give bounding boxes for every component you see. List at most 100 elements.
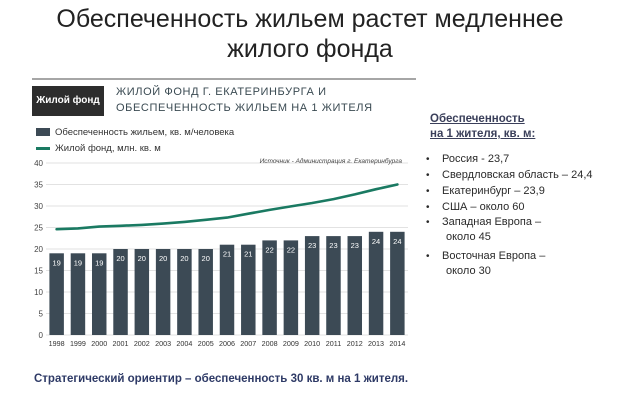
stats-item: Свердловская область – 24,4 bbox=[424, 168, 620, 183]
y-tick-label: 35 bbox=[34, 181, 43, 190]
x-tick-label: 1999 bbox=[70, 339, 86, 348]
bar-data-label: 19 bbox=[74, 258, 82, 267]
line-point bbox=[332, 198, 335, 201]
x-tick-label: 2001 bbox=[113, 339, 129, 348]
legend-swatch-bar bbox=[36, 128, 50, 136]
series-line bbox=[55, 183, 399, 231]
bar-data-label: 20 bbox=[116, 254, 124, 263]
line-point bbox=[289, 205, 292, 208]
x-tick-label: 2008 bbox=[262, 339, 278, 348]
x-tick-label: 2006 bbox=[219, 339, 235, 348]
bar bbox=[134, 249, 150, 335]
bar bbox=[70, 253, 86, 335]
line-point bbox=[119, 224, 122, 227]
bar-data-label: 20 bbox=[202, 254, 210, 263]
bar bbox=[347, 236, 363, 335]
line-point bbox=[140, 224, 143, 226]
slide-title-line1: Обеспеченность жильем растет медленнее bbox=[56, 5, 564, 33]
chart-title: Жилой фонд г. Екатеринбурга и обеспеченн… bbox=[116, 84, 373, 116]
y-tick-label: 20 bbox=[34, 245, 43, 254]
x-tick-label: 2002 bbox=[134, 339, 150, 348]
legend-item-bar: Обеспеченность жильем, кв. м/человека bbox=[36, 124, 234, 140]
bar-data-label: 23 bbox=[329, 241, 337, 250]
stats-group-europe: Западная Европа – около 45 Восточная Евр… bbox=[424, 215, 620, 279]
stats-title-line1: Обеспеченность bbox=[430, 113, 525, 125]
bottom-note: Стратегический ориентир – обеспеченность… bbox=[34, 373, 409, 385]
chart-source: Источник - Администрация г. Екатеринбург… bbox=[259, 158, 402, 165]
x-tick-label: 2009 bbox=[283, 339, 299, 348]
bar-data-label: 21 bbox=[244, 250, 252, 259]
bar bbox=[155, 249, 171, 335]
bar bbox=[113, 249, 128, 335]
bar bbox=[91, 253, 107, 335]
line-point bbox=[55, 228, 58, 231]
bar bbox=[262, 240, 277, 335]
stats-item: Западная Европа – около 45 bbox=[424, 215, 620, 245]
chart-title-line2: обеспеченность жильем на 1 жителя bbox=[116, 102, 373, 114]
x-tick-label: 2012 bbox=[347, 339, 363, 348]
stats-item: США – около 60 bbox=[424, 200, 620, 215]
line-point bbox=[247, 212, 250, 215]
line-point bbox=[396, 183, 399, 186]
bar bbox=[283, 240, 299, 335]
bar-data-label: 21 bbox=[223, 250, 231, 259]
y-tick-label: 10 bbox=[34, 288, 43, 297]
y-tick-label: 0 bbox=[39, 331, 44, 340]
x-tick-label: 2003 bbox=[155, 339, 171, 348]
stats-title-line2: на 1 жителя, кв. м: bbox=[430, 128, 536, 140]
bar-data-label: 20 bbox=[138, 254, 146, 263]
line-point bbox=[204, 218, 207, 221]
x-tick-label: 2007 bbox=[240, 339, 256, 348]
bar-data-label: 24 bbox=[372, 237, 380, 246]
x-tick-label: 2014 bbox=[389, 339, 405, 348]
chart-plot: 0 5 10 15 20 25 30 35 40 19 1998 19 1999 19 2000 20 2001… bbox=[32, 78, 416, 348]
stats-item-line1: Восточная Европа – bbox=[442, 250, 546, 262]
y-tick-label: 5 bbox=[39, 310, 44, 319]
legend-label-bar: Обеспеченность жильем, кв. м/человека bbox=[55, 126, 235, 138]
bar bbox=[49, 253, 64, 335]
stats-group-russia: Россия - 23,7 Свердловская область – 24,… bbox=[424, 152, 620, 199]
bar-data-label: 19 bbox=[95, 258, 103, 267]
bar-data-label: 23 bbox=[308, 241, 316, 250]
line-point bbox=[353, 193, 356, 196]
bar bbox=[326, 236, 341, 335]
x-tick-label: 2013 bbox=[368, 339, 384, 348]
bar bbox=[198, 249, 213, 335]
legend-item-line: Жилой фонд, млн. кв. м bbox=[36, 140, 234, 156]
legend-label-line: Жилой фонд, млн. кв. м bbox=[55, 142, 161, 154]
stats-item: Восточная Европа – около 30 bbox=[424, 249, 620, 279]
y-tick-label: 15 bbox=[34, 267, 43, 276]
stats-item-line2: около 45 bbox=[446, 231, 491, 243]
bar-data-label: 20 bbox=[159, 254, 167, 263]
y-tick-label: 30 bbox=[34, 202, 43, 211]
line-point bbox=[268, 208, 271, 211]
slide-title: Обеспеченность жильем растет медленнее ж… bbox=[0, 4, 620, 64]
x-tick-label: 1998 bbox=[49, 339, 65, 348]
line-point bbox=[311, 202, 314, 204]
bar bbox=[304, 236, 320, 335]
stats-group-usa: США – около 60 bbox=[424, 200, 620, 215]
y-tick-label: 25 bbox=[34, 224, 43, 233]
chart-card: 0 5 10 15 20 25 30 35 40 19 1998 19 1999 19 2000 20 2001… bbox=[32, 78, 416, 358]
x-tick-label: 2005 bbox=[198, 339, 214, 348]
line-point bbox=[162, 222, 165, 225]
x-tick-label: 2004 bbox=[176, 339, 192, 348]
line-point bbox=[98, 225, 101, 228]
line-point bbox=[226, 216, 228, 219]
stats-item-line2: около 30 bbox=[446, 265, 491, 277]
bar-data-label: 19 bbox=[52, 258, 60, 267]
bar-data-label: 20 bbox=[180, 254, 188, 263]
bar-data-label: 22 bbox=[287, 245, 295, 254]
y-tick-label: 40 bbox=[34, 159, 43, 168]
line-point bbox=[77, 227, 79, 230]
bar bbox=[390, 231, 405, 335]
bar-data-label: 23 bbox=[351, 241, 359, 250]
chart-label-box: Жилой фонд bbox=[32, 86, 104, 116]
stats-title: Обеспеченность на 1 жителя, кв. м: bbox=[430, 112, 620, 142]
bar bbox=[241, 244, 256, 335]
stats-item-line1: Западная Европа – bbox=[442, 216, 542, 228]
slide-title-line2: жилого фонда bbox=[227, 35, 393, 63]
x-tick-label: 2000 bbox=[91, 339, 107, 348]
stats-item: Россия - 23,7 bbox=[424, 152, 620, 167]
chart-title-line1: Жилой фонд г. Екатеринбурга и bbox=[116, 86, 327, 98]
